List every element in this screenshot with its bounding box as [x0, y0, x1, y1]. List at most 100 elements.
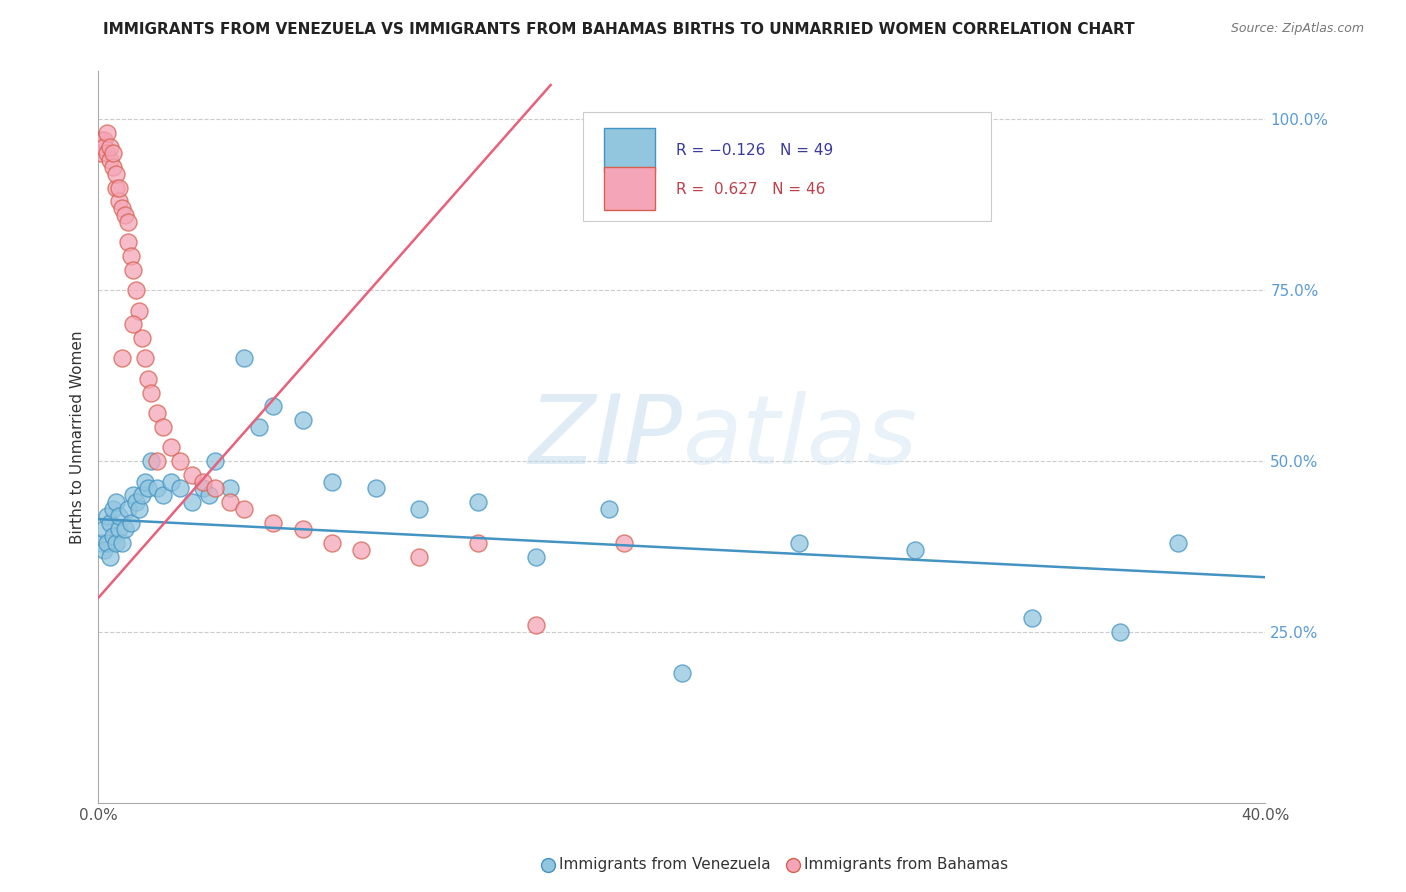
- Point: [117, 501, 139, 516]
- Point: [93, 522, 115, 536]
- Point: [131, 331, 153, 345]
- Point: [120, 516, 142, 530]
- Point: [98, 516, 121, 530]
- FancyBboxPatch shape: [603, 128, 655, 171]
- Point: [1211, 854, 1233, 868]
- Point: [114, 208, 136, 222]
- Point: [111, 351, 134, 366]
- Point: [98, 139, 121, 153]
- Point: [193, 475, 215, 489]
- Text: R = −0.126   N = 49: R = −0.126 N = 49: [676, 143, 834, 158]
- Point: [612, 536, 634, 550]
- Point: [96, 536, 118, 550]
- Point: [101, 146, 124, 161]
- Point: [1167, 536, 1189, 550]
- Point: [262, 400, 284, 414]
- Point: [93, 139, 115, 153]
- Point: [101, 529, 124, 543]
- Point: [104, 180, 127, 194]
- Point: [96, 146, 118, 161]
- Point: [152, 488, 174, 502]
- Point: [96, 508, 118, 523]
- Point: [204, 454, 226, 468]
- Text: IMMIGRANTS FROM VENEZUELA VS IMMIGRANTS FROM BAHAMAS BIRTHS TO UNMARRIED WOMEN C: IMMIGRANTS FROM VENEZUELA VS IMMIGRANTS …: [103, 22, 1135, 37]
- Point: [180, 467, 202, 482]
- Point: [122, 488, 145, 502]
- FancyBboxPatch shape: [603, 167, 655, 211]
- Point: [90, 133, 112, 147]
- Point: [108, 508, 131, 523]
- Point: [204, 481, 226, 495]
- Point: [160, 440, 183, 454]
- Point: [117, 215, 139, 229]
- Point: [408, 501, 430, 516]
- Point: [146, 481, 169, 495]
- Point: [125, 495, 148, 509]
- Point: [108, 522, 131, 536]
- Point: [291, 413, 314, 427]
- Point: [108, 194, 131, 209]
- Y-axis label: Births to Unmarried Women: Births to Unmarried Women: [70, 330, 86, 544]
- Point: [111, 536, 134, 550]
- Point: [193, 481, 215, 495]
- Point: [114, 522, 136, 536]
- Text: Source: ZipAtlas.com: Source: ZipAtlas.com: [1230, 22, 1364, 36]
- Point: [467, 495, 489, 509]
- Point: [1108, 624, 1130, 639]
- Point: [90, 146, 112, 161]
- Point: [136, 481, 159, 495]
- Point: [364, 481, 387, 495]
- Text: ZIP: ZIP: [529, 391, 682, 483]
- Point: [598, 501, 620, 516]
- Text: Immigrants from Venezuela: Immigrants from Venezuela: [560, 857, 770, 872]
- Point: [262, 516, 284, 530]
- Point: [125, 283, 148, 297]
- Point: [90, 536, 112, 550]
- Point: [146, 454, 169, 468]
- Point: [524, 618, 547, 632]
- Point: [101, 160, 124, 174]
- Point: [291, 522, 314, 536]
- Text: R =  0.627   N = 46: R = 0.627 N = 46: [676, 182, 825, 197]
- Point: [122, 262, 145, 277]
- Point: [350, 542, 373, 557]
- Point: [321, 475, 343, 489]
- Point: [117, 235, 139, 250]
- Point: [467, 536, 489, 550]
- Point: [139, 385, 162, 400]
- Text: Immigrants from Bahamas: Immigrants from Bahamas: [804, 857, 1008, 872]
- Point: [111, 201, 134, 215]
- Point: [120, 249, 142, 263]
- Point: [247, 420, 270, 434]
- Point: [169, 481, 191, 495]
- Point: [134, 475, 156, 489]
- Point: [104, 536, 127, 550]
- Point: [98, 153, 121, 168]
- Point: [93, 542, 115, 557]
- Point: [218, 495, 240, 509]
- Point: [136, 372, 159, 386]
- Point: [904, 542, 927, 557]
- Point: [122, 318, 145, 332]
- Text: atlas: atlas: [682, 391, 917, 483]
- Point: [198, 488, 221, 502]
- Point: [233, 351, 256, 366]
- Point: [152, 420, 174, 434]
- Point: [233, 501, 256, 516]
- Point: [108, 180, 131, 194]
- Point: [104, 495, 127, 509]
- Point: [787, 536, 810, 550]
- Point: [131, 488, 153, 502]
- Point: [1021, 611, 1043, 625]
- Point: [128, 303, 150, 318]
- Point: [104, 167, 127, 181]
- FancyBboxPatch shape: [582, 112, 991, 221]
- Point: [160, 475, 183, 489]
- Point: [146, 406, 169, 420]
- Point: [93, 133, 115, 147]
- Point: [524, 549, 547, 564]
- Point: [321, 536, 343, 550]
- Point: [169, 454, 191, 468]
- Point: [98, 549, 121, 564]
- Point: [96, 126, 118, 140]
